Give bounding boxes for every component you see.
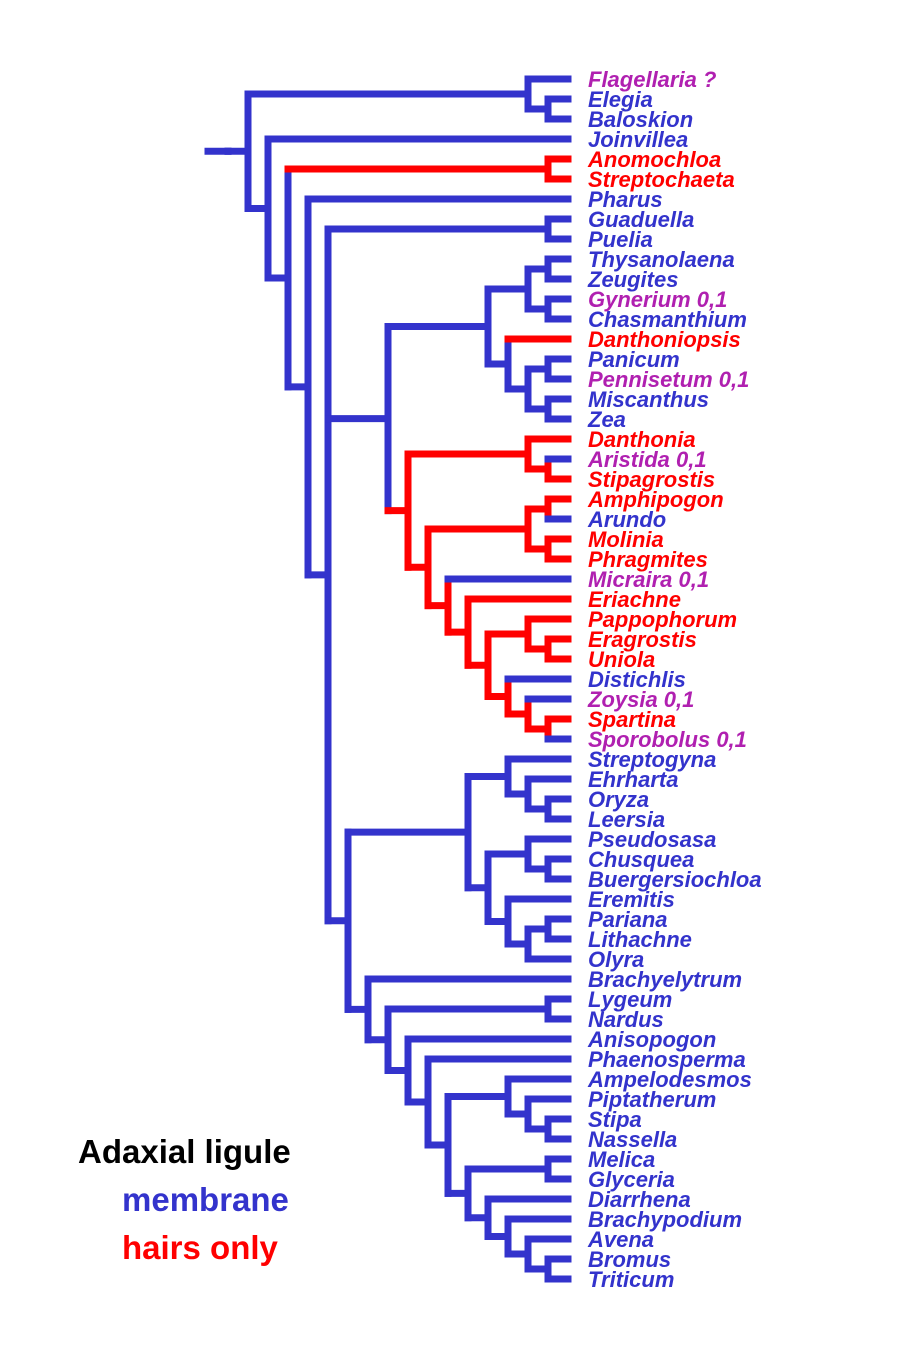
taxon-label: Piptatherum xyxy=(588,1087,716,1112)
taxon-label: Bromus xyxy=(588,1247,671,1272)
taxon-label: Chusquea xyxy=(588,847,694,872)
taxon-label: Glyceria xyxy=(588,1167,675,1192)
taxon-label: Micraira 0,1 xyxy=(588,567,709,592)
taxon-label: Pennisetum 0,1 xyxy=(588,367,749,392)
taxon-label: Avena xyxy=(587,1227,654,1252)
taxon-label: Brachypodium xyxy=(588,1207,742,1232)
taxon-label: Pharus xyxy=(588,187,663,212)
taxon-label: Chasmanthium xyxy=(588,307,747,332)
taxon-label: Joinvillea xyxy=(588,127,688,152)
taxon-label: Spartina xyxy=(588,707,676,732)
taxon-label: Puelia xyxy=(588,227,653,252)
taxon-label: Aristida 0,1 xyxy=(587,447,707,472)
taxon-label: Nassella xyxy=(588,1127,677,1152)
taxon-label: Ampelodesmos xyxy=(587,1067,752,1092)
taxon-label: Triticum xyxy=(588,1267,674,1292)
taxon-label: Leersia xyxy=(588,807,665,832)
taxon-label: Thysanolaena xyxy=(588,247,735,272)
taxon-label: Flagellaria ? xyxy=(588,67,716,92)
taxon-label: Pseudosasa xyxy=(588,827,716,852)
taxon-label: Anisopogon xyxy=(587,1027,716,1052)
taxon-label: Diarrhena xyxy=(588,1187,691,1212)
taxon-label: Zeugites xyxy=(587,267,678,292)
taxon-label: Ehrharta xyxy=(588,767,678,792)
taxon-label: Eragrostis xyxy=(588,627,697,652)
taxon-label: Pariana xyxy=(588,907,668,932)
taxon-label: Molinia xyxy=(588,527,664,552)
taxon-label: Sporobolus 0,1 xyxy=(588,727,747,752)
taxon-label: Danthonia xyxy=(588,427,696,452)
taxon-label: Buergersiochloa xyxy=(588,867,762,892)
taxon-label: Pappophorum xyxy=(588,607,737,632)
taxon-label: Olyra xyxy=(588,947,644,972)
taxon-label: Lygeum xyxy=(588,987,672,1012)
taxon-label: Zoysia 0,1 xyxy=(587,687,694,712)
taxon-label: Oryza xyxy=(588,787,649,812)
taxon-label: Stipagrostis xyxy=(588,467,715,492)
taxon-label: Guaduella xyxy=(588,207,694,232)
legend-title: Adaxial ligule xyxy=(78,1133,291,1170)
taxon-label: Lithachne xyxy=(588,927,692,952)
taxon-label: Amphipogon xyxy=(587,487,724,512)
taxon-label: Streptochaeta xyxy=(588,167,735,192)
legend-hairs-label: hairs only xyxy=(122,1229,278,1266)
legend-membrane-label: membrane xyxy=(122,1181,289,1218)
taxon-label: Streptogyna xyxy=(588,747,716,772)
taxon-label: Uniola xyxy=(588,647,655,672)
taxon-label: Phragmites xyxy=(588,547,708,572)
taxon-label: Danthoniopsis xyxy=(588,327,741,352)
taxon-label: Eriachne xyxy=(588,587,681,612)
taxon-label: Phaenosperma xyxy=(588,1047,746,1072)
taxon-label: Panicum xyxy=(588,347,680,372)
taxon-label: Eremitis xyxy=(588,887,675,912)
taxon-label: Brachyelytrum xyxy=(588,967,742,992)
taxon-label: Zea xyxy=(587,407,626,432)
taxon-label: Distichlis xyxy=(588,667,686,692)
taxon-label: Nardus xyxy=(588,1007,664,1032)
taxon-label: Miscanthus xyxy=(588,387,709,412)
taxon-label: Baloskion xyxy=(588,107,693,132)
taxon-label: Elegia xyxy=(588,87,653,112)
taxon-label: Arundo xyxy=(587,507,666,532)
taxon-label: Gynerium 0,1 xyxy=(588,287,727,312)
taxon-label: Anomochloa xyxy=(587,147,721,172)
taxon-label: Melica xyxy=(588,1147,655,1172)
taxon-label: Stipa xyxy=(588,1107,642,1132)
